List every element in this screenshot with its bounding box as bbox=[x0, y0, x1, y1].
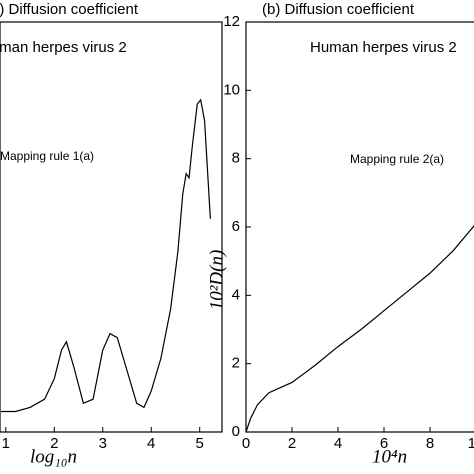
x-tick-label: 3 bbox=[99, 435, 107, 452]
x-tick-label: 2 bbox=[288, 435, 296, 452]
annotation: Mapping rule 1(a) bbox=[0, 149, 94, 163]
x-tick-label: 8 bbox=[426, 435, 434, 452]
x-axis-label: 10⁴n bbox=[372, 446, 407, 467]
y-tick-label: 10 bbox=[223, 81, 240, 98]
x-tick-label: 6 bbox=[380, 435, 388, 452]
y-tick-label: 8 bbox=[232, 150, 240, 167]
y-axis-label: 10²D(n) bbox=[206, 250, 227, 311]
x-tick-label: 1 bbox=[2, 435, 10, 452]
data-line bbox=[0, 98, 211, 413]
annotation: Mapping rule 2(a) bbox=[350, 152, 444, 166]
annotation: Human herpes virus 2 bbox=[310, 39, 457, 56]
y-tick-label: 2 bbox=[232, 355, 240, 372]
x-tick-label: 4 bbox=[334, 435, 342, 452]
x-axis-label: log₁₀n bbox=[30, 446, 77, 467]
plot-frame bbox=[245, 21, 474, 433]
x-tick-label: 5 bbox=[196, 435, 204, 452]
plot-frame bbox=[0, 21, 223, 433]
x-tick-label: 2 bbox=[50, 435, 58, 452]
y-tick-label: 4 bbox=[232, 286, 240, 303]
chart-title: (b) Diffusion coefficient bbox=[262, 1, 415, 18]
y-tick-label: 6 bbox=[232, 218, 240, 235]
y-tick-label: 12 bbox=[223, 13, 240, 30]
annotation: Human herpes virus 2 bbox=[0, 39, 127, 56]
x-tick-label: 0 bbox=[242, 435, 250, 452]
data-line bbox=[245, 225, 474, 433]
chart-title: (a) Diffusion coefficient bbox=[0, 1, 139, 18]
x-tick-label: 4 bbox=[147, 435, 155, 452]
x-tick-label: 10 bbox=[468, 435, 474, 452]
y-tick-label: 0 bbox=[232, 423, 240, 440]
